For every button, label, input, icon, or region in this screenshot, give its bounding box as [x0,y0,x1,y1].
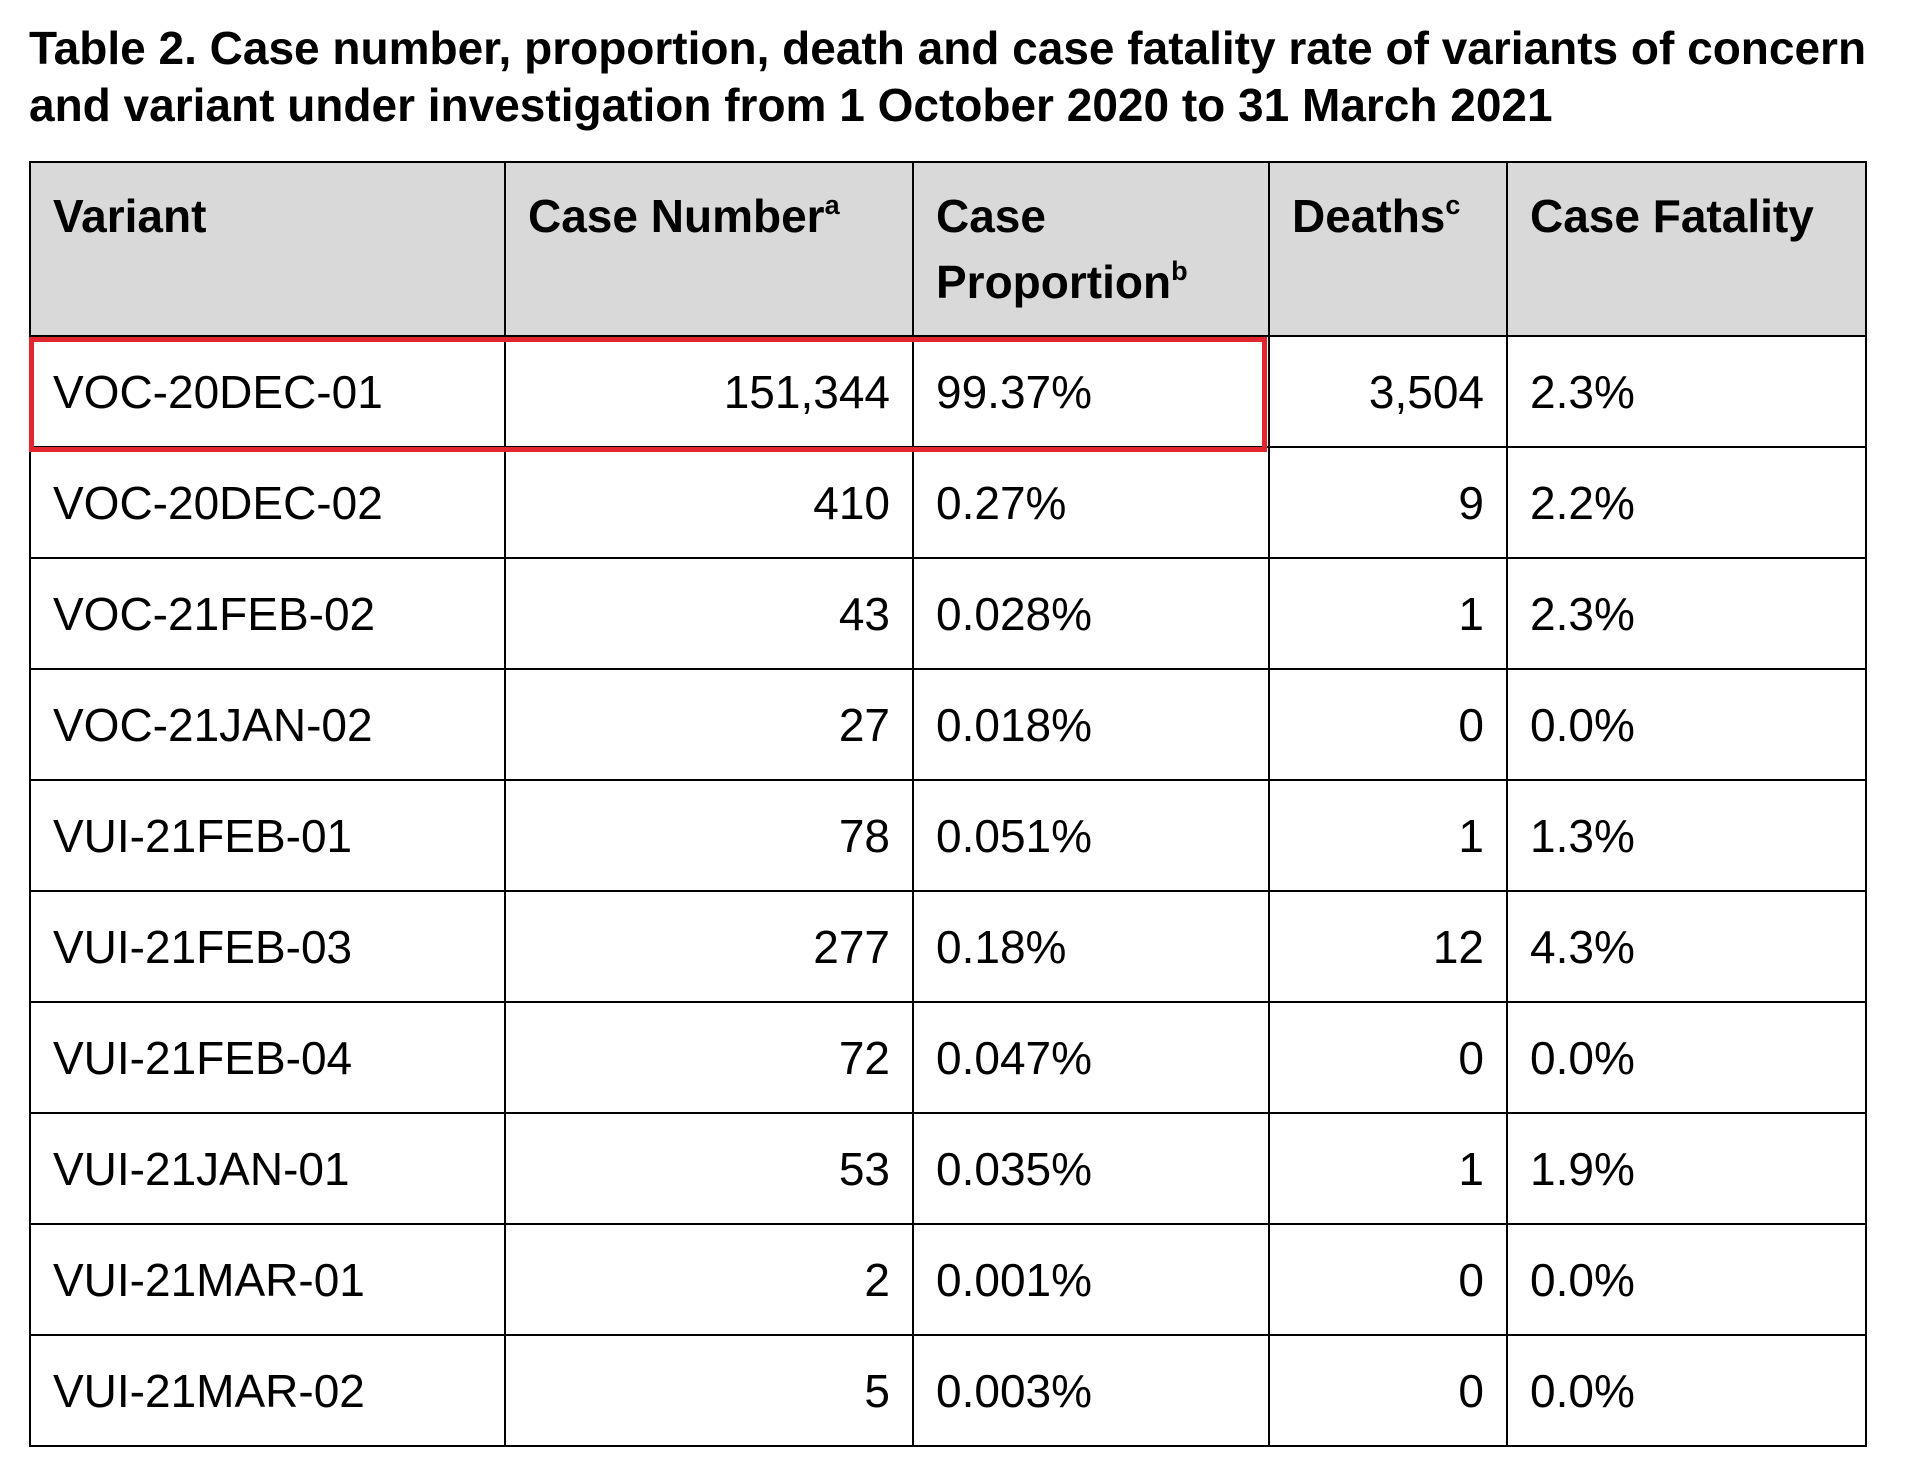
cell-deaths: 0 [1268,1001,1508,1114]
variants-table: Variant Case Numbera Case Proportionb De… [29,161,1867,1447]
cell-case-number: 5 [504,1334,914,1447]
cell-case-proportion: 0.035% [912,1112,1270,1225]
cell-variant: VUI-21FEB-04 [29,1001,506,1114]
cell-case-number: 277 [504,890,914,1003]
cell-case-fatality: 1.9% [1506,1112,1867,1225]
cell-case-number: 2 [504,1223,914,1336]
cell-deaths: 1 [1268,557,1508,670]
cell-variant: VUI-21MAR-01 [29,1223,506,1336]
table-row: VUI-21MAR-01 2 0.001% 0 0.0% [29,1223,1867,1336]
cell-deaths: 9 [1268,446,1508,559]
cell-case-number: 72 [504,1001,914,1114]
cell-case-proportion: 0.27% [912,446,1270,559]
cell-case-proportion: 99.37% [912,335,1270,448]
header-case-proportion: Case Proportionb [912,161,1270,337]
cell-case-fatality: 0.0% [1506,1334,1867,1447]
cell-case-number: 151,344 [504,335,914,448]
cell-case-proportion: 0.047% [912,1001,1270,1114]
table-row: VUI-21FEB-03 277 0.18% 12 4.3% [29,890,1867,1003]
cell-case-fatality: 2.3% [1506,557,1867,670]
table-row: VUI-21JAN-01 53 0.035% 1 1.9% [29,1112,1867,1225]
header-variant: Variant [29,161,506,337]
cell-case-fatality: 4.3% [1506,890,1867,1003]
cell-deaths: 12 [1268,890,1508,1003]
cell-case-fatality: 2.3% [1506,335,1867,448]
footnote-marker-c: c [1445,190,1461,220]
cell-case-fatality: 0.0% [1506,668,1867,781]
cell-case-number: 43 [504,557,914,670]
cell-case-proportion: 0.001% [912,1223,1270,1336]
table-row: VOC-21JAN-02 27 0.018% 0 0.0% [29,668,1867,781]
cell-case-fatality: 2.2% [1506,446,1867,559]
header-case-fatality: Case Fatality [1506,161,1867,337]
cell-variant: VUI-21FEB-01 [29,779,506,892]
table-row: VOC-20DEC-01 151,344 99.37% 3,504 2.3% [29,335,1867,448]
table-body: VOC-20DEC-01 151,344 99.37% 3,504 2.3% VOC-20… [29,335,1867,1447]
cell-variant: VUI-21MAR-02 [29,1334,506,1447]
table-row: VUI-21FEB-01 78 0.051% 1 1.3% [29,779,1867,892]
cell-case-number: 410 [504,446,914,559]
cell-variant: VUI-21FEB-03 [29,890,506,1003]
cell-case-fatality: 0.0% [1506,1001,1867,1114]
cell-deaths: 1 [1268,1112,1508,1225]
cell-case-proportion: 0.018% [912,668,1270,781]
cell-variant: VOC-21FEB-02 [29,557,506,670]
cell-case-number: 27 [504,668,914,781]
cell-case-fatality: 0.0% [1506,1223,1867,1336]
cell-case-proportion: 0.051% [912,779,1270,892]
cell-case-proportion: 0.028% [912,557,1270,670]
cell-case-fatality: 1.3% [1506,779,1867,892]
cell-deaths: 0 [1268,668,1508,781]
footnote-marker-b: b [1171,256,1188,286]
cell-deaths: 0 [1268,1223,1508,1336]
footnote-marker-a: a [824,190,840,220]
table-row: VOC-21FEB-02 43 0.028% 1 2.3% [29,557,1867,670]
cell-case-proportion: 0.18% [912,890,1270,1003]
cell-case-proportion: 0.003% [912,1334,1270,1447]
cell-case-number: 53 [504,1112,914,1225]
header-deaths: Deathsc [1268,161,1508,337]
cell-deaths: 0 [1268,1334,1508,1447]
table-title: Table 2. Case number, proportion, death … [29,22,1867,131]
table-row: VUI-21FEB-04 72 0.047% 0 0.0% [29,1001,1867,1114]
cell-variant: VOC-21JAN-02 [29,668,506,781]
cell-variant: VUI-21JAN-01 [29,1112,506,1225]
table-header: Variant Case Numbera Case Proportionb De… [29,161,1867,337]
header-row: Variant Case Numbera Case Proportionb De… [29,161,1867,337]
header-case-number: Case Numbera [504,161,914,337]
cell-variant: VOC-20DEC-02 [29,446,506,559]
cell-deaths: 3,504 [1268,335,1508,448]
table-row: VOC-20DEC-02 410 0.27% 9 2.2% [29,446,1867,559]
cell-variant: VOC-20DEC-01 [29,335,506,448]
cell-deaths: 1 [1268,779,1508,892]
table-row: VUI-21MAR-02 5 0.003% 0 0.0% [29,1334,1867,1447]
cell-case-number: 78 [504,779,914,892]
